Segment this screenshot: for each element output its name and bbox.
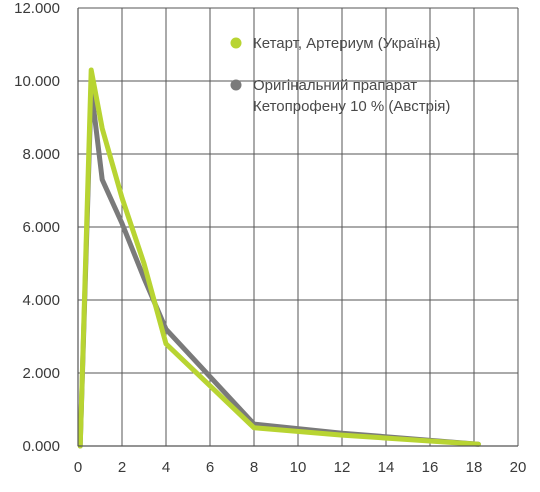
legend-label-1-0: Оригінальний прапарат (253, 77, 417, 94)
series-line-0 (77, 67, 481, 449)
legend-marker-0 (230, 37, 242, 49)
legend-label-0-0: Кетарт, Артериум (Україна) (253, 35, 441, 52)
x-tick-label-6: 12 (334, 459, 351, 476)
x-tick-label-3: 6 (206, 459, 214, 476)
tick-labels: 0 2 4 6 8 10 12 14 16 18 20 0.000 2.000 4.000 6.000 8.0… (14, 0, 526, 476)
series-lines (77, 67, 481, 449)
y-tick-label-5: 10.000 (14, 73, 60, 90)
legend-label-1-1: Кетопрофену 10 % (Австрія) (253, 98, 450, 115)
grid (78, 7, 519, 446)
x-tick-label-0: 0 (74, 459, 82, 476)
y-tick-label-3: 6.000 (22, 219, 60, 236)
x-tick-label-9: 18 (466, 459, 483, 476)
x-tick-label-5: 10 (290, 459, 307, 476)
x-tick-label-2: 4 (162, 459, 170, 476)
x-tick-label-10: 20 (510, 459, 527, 476)
y-tick-label-0: 0.000 (22, 438, 60, 455)
axes (77, 8, 518, 447)
x-tick-label-1: 2 (118, 459, 126, 476)
y-tick-label-6: 12.000 (14, 0, 60, 17)
y-tick-label-1: 2.000 (22, 365, 60, 382)
y-tick-label-4: 8.000 (22, 146, 60, 163)
x-tick-label-7: 14 (378, 459, 395, 476)
y-tick-label-2: 4.000 (22, 292, 60, 309)
x-tick-label-4: 8 (250, 459, 258, 476)
series-line-1 (77, 85, 481, 449)
x-tick-label-8: 16 (422, 459, 439, 476)
legend: Кетарт, Артериум (Україна) Оригінальний п… (230, 35, 450, 115)
legend-marker-1 (230, 79, 242, 91)
